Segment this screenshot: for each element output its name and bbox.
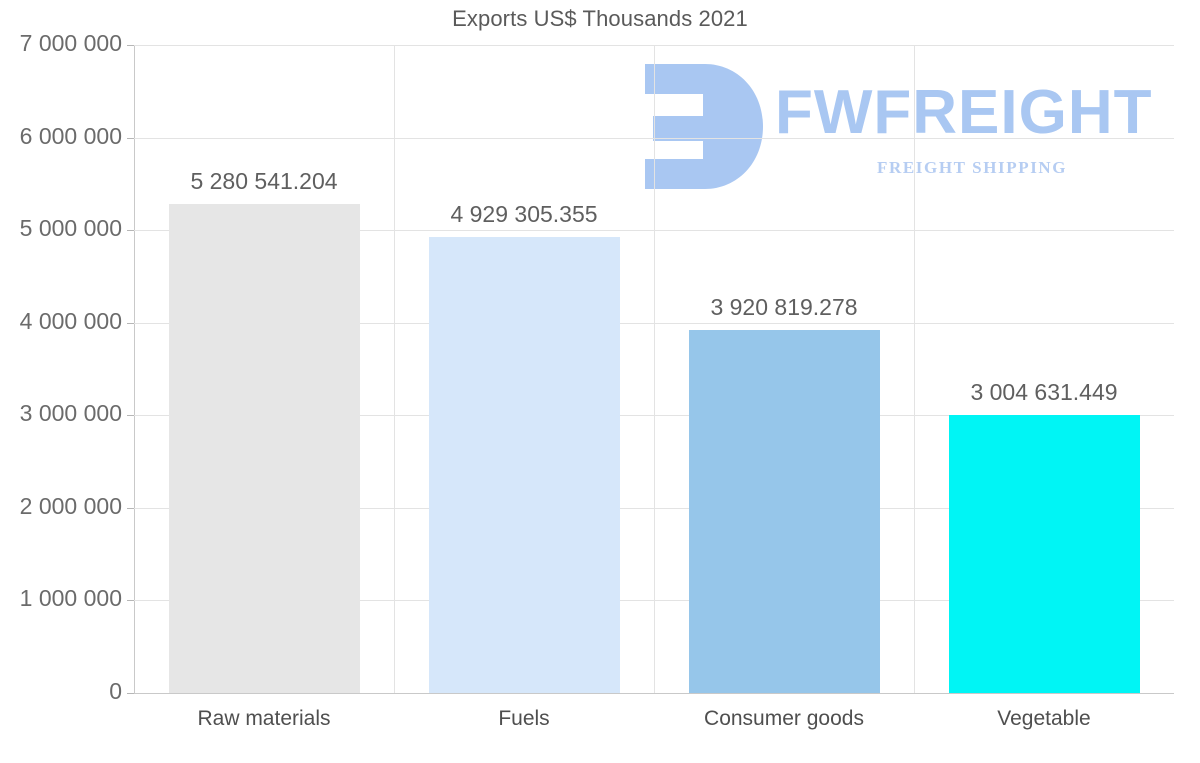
bar[interactable] (429, 237, 620, 693)
x-axis-category-label: Fuels (498, 707, 550, 730)
gridline-vertical (394, 45, 395, 693)
y-axis-tick (127, 323, 134, 324)
bar-value-label: 5 280 541.204 (190, 168, 338, 194)
gridline-vertical (914, 45, 915, 693)
watermark-logo: FWFREIGHT FREIGHT SHIPPING (645, 58, 1165, 193)
x-axis-category-label: Vegetable (997, 707, 1091, 730)
y-axis-label: 2 000 000 (19, 493, 122, 519)
watermark-brand: FWFREIGHT (775, 78, 1153, 147)
chart-title: Exports US$ Thousands 2021 (452, 6, 748, 31)
bar[interactable] (169, 204, 360, 693)
y-axis-label: 3 000 000 (19, 400, 122, 426)
x-axis-line (134, 693, 1174, 694)
y-axis-label: 0 (109, 678, 122, 704)
y-axis-tick (127, 415, 134, 416)
x-axis-category-label: Raw materials (197, 707, 331, 730)
y-axis-tick (127, 230, 134, 231)
gridline-vertical (654, 45, 655, 693)
watermark-tagline: FREIGHT SHIPPING (877, 158, 1068, 177)
y-axis-tick (127, 693, 134, 694)
bar-value-label: 4 929 305.355 (450, 201, 598, 227)
y-axis-label: 1 000 000 (19, 585, 122, 611)
y-axis-label: 4 000 000 (19, 308, 122, 334)
y-axis-label: 6 000 000 (19, 123, 122, 149)
bar-value-label: 3 004 631.449 (970, 379, 1118, 405)
y-axis-tick (127, 508, 134, 509)
bar[interactable] (689, 330, 880, 693)
bar-value-label: 3 920 819.278 (710, 294, 858, 320)
y-axis-label: 5 000 000 (19, 215, 122, 241)
y-axis-label: 7 000 000 (19, 30, 122, 56)
fwfreight-logo-icon (645, 64, 763, 189)
y-axis-tick (127, 45, 134, 46)
y-axis-tick (127, 138, 134, 139)
x-axis-category-label: Consumer goods (704, 707, 864, 730)
bar[interactable] (949, 415, 1140, 693)
y-axis-tick (127, 600, 134, 601)
y-axis-line (134, 45, 135, 694)
